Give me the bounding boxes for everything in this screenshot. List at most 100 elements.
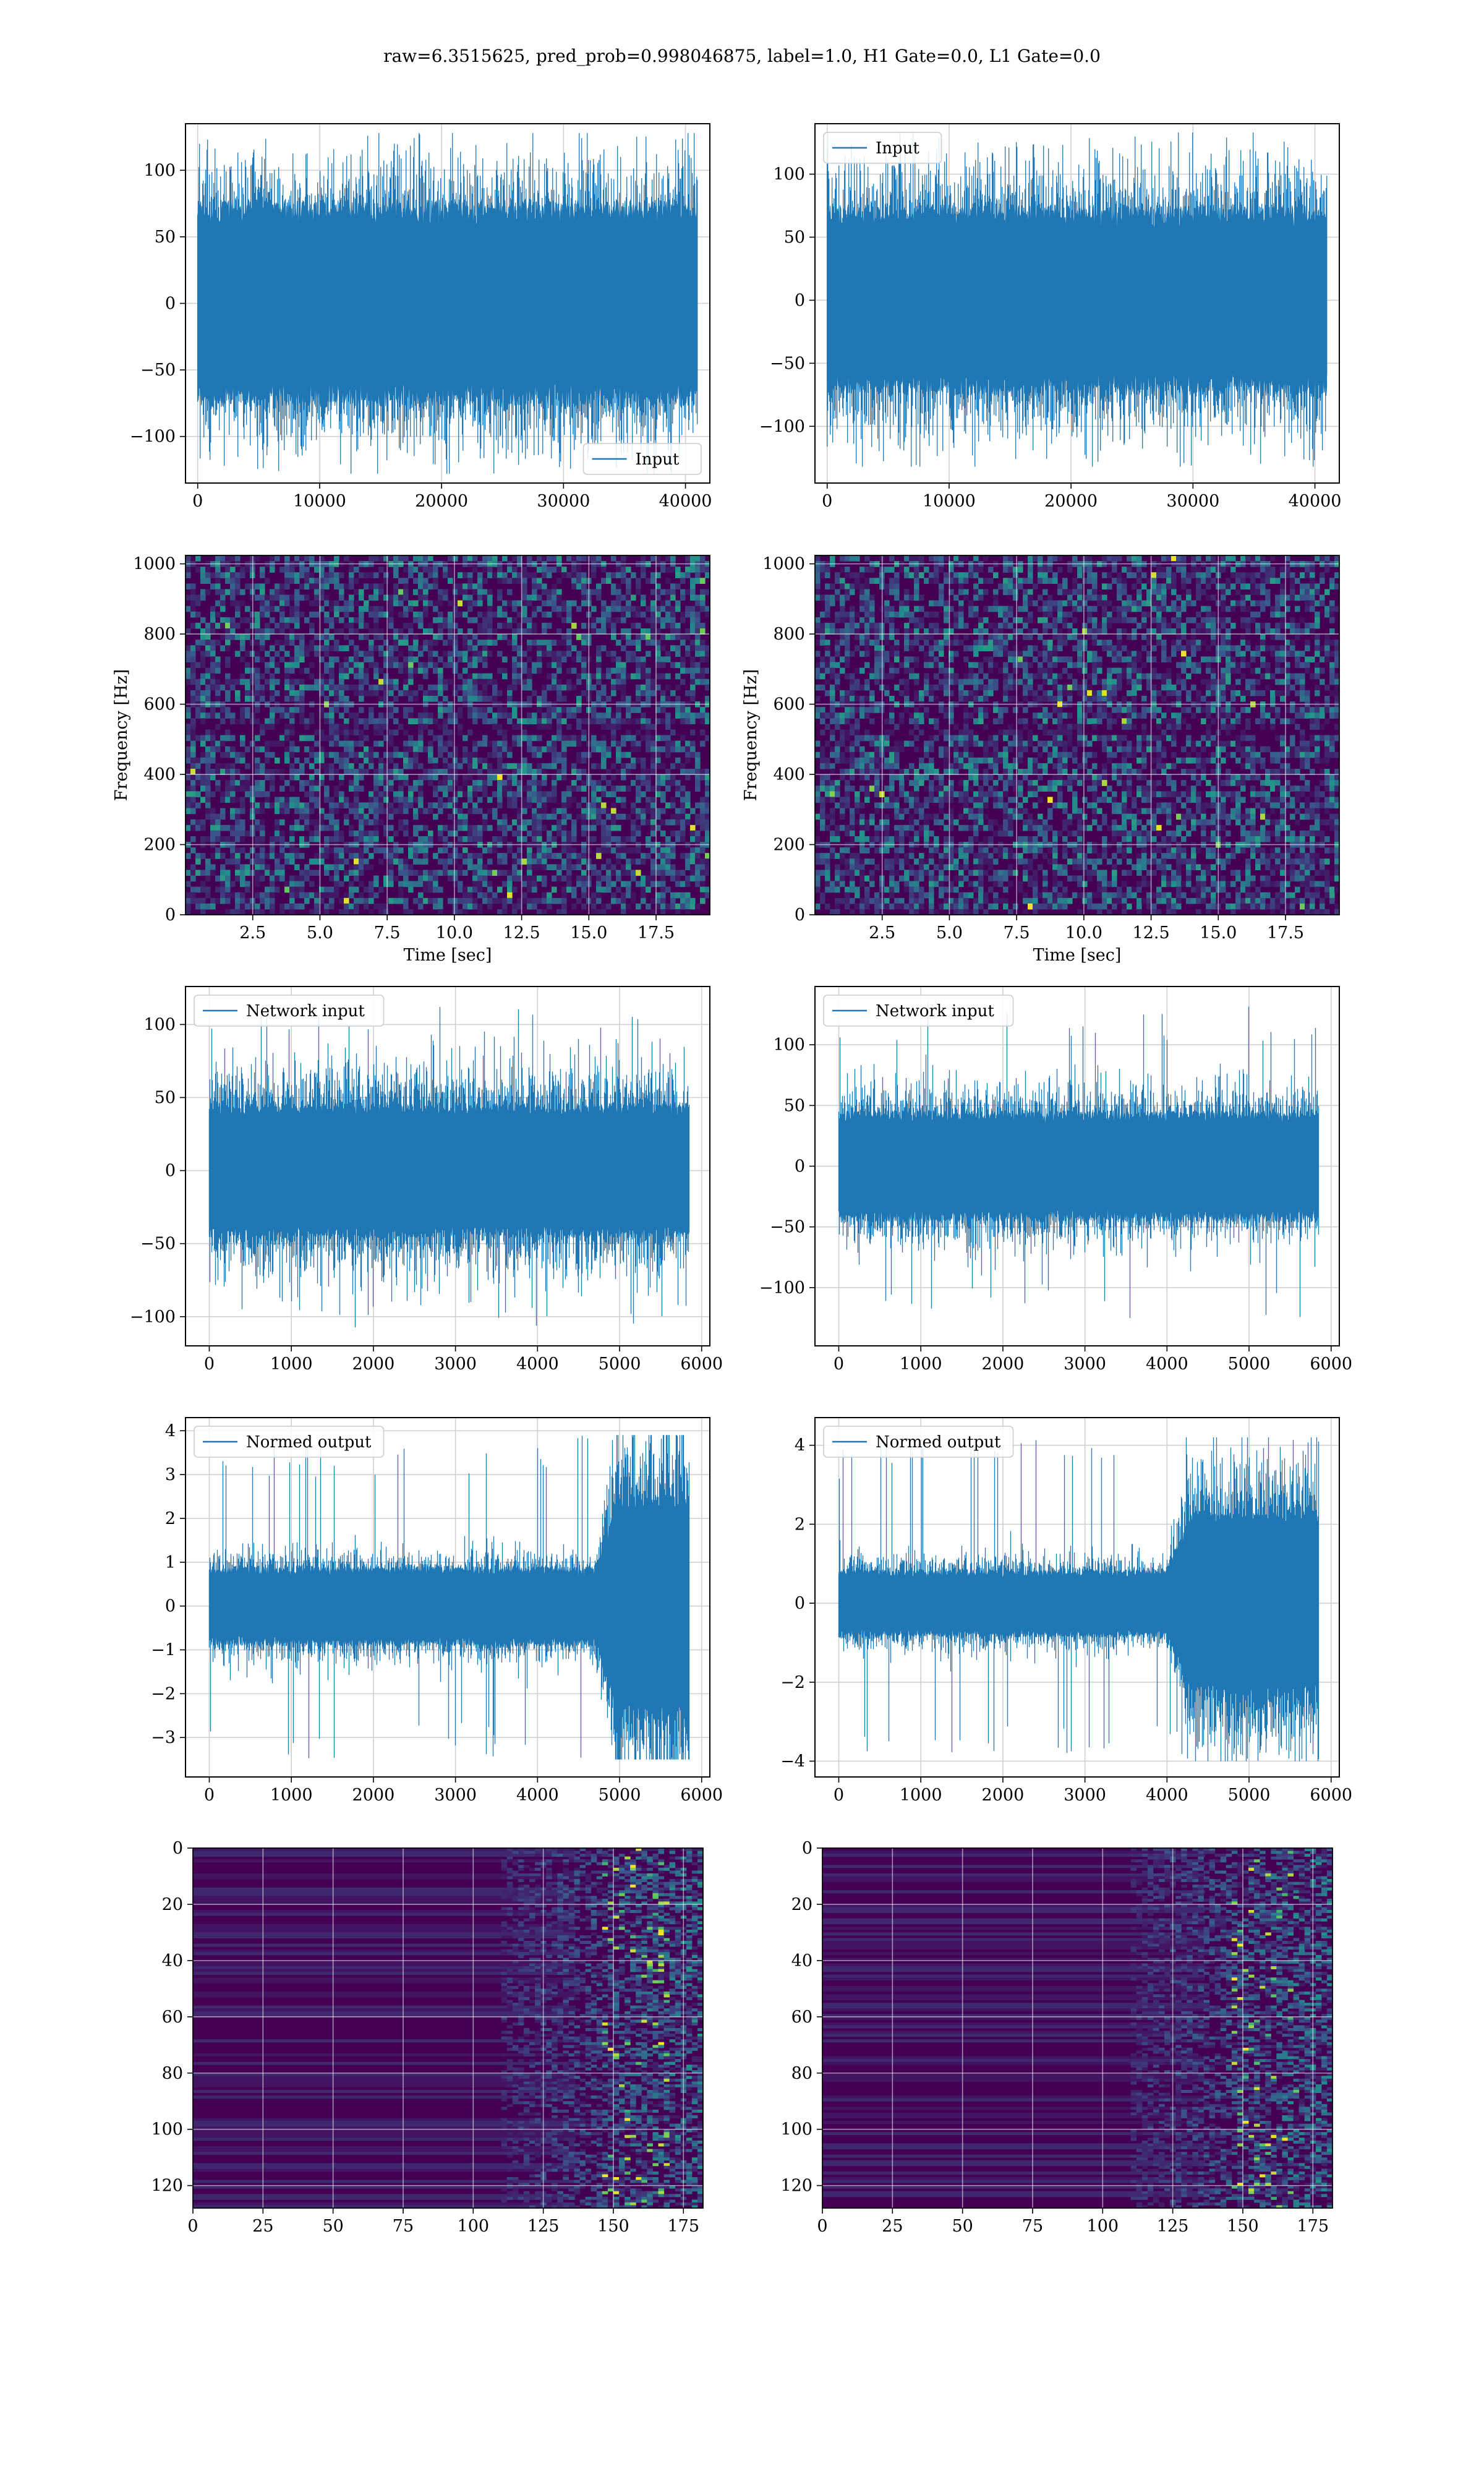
heatmap-cell — [606, 696, 612, 702]
heatmap-cell — [566, 645, 572, 651]
heatmap-cell — [443, 617, 448, 623]
heatmap-cell — [349, 808, 354, 815]
heatmap-cell — [522, 684, 527, 691]
heatmap-cell — [1112, 606, 1117, 612]
heatmap-cell — [403, 690, 409, 696]
heatmap-cell — [487, 651, 493, 657]
heatmap-cell — [448, 802, 453, 809]
heatmap-cell — [329, 662, 335, 669]
heatmap-cell — [309, 718, 315, 724]
heatmap-cell — [240, 740, 245, 747]
heatmap-cell — [413, 763, 419, 769]
heatmap-cell — [265, 797, 270, 803]
heatmap-cell — [1028, 589, 1033, 596]
heatmap-cell — [552, 583, 557, 590]
heatmap-cell — [200, 909, 206, 915]
heatmap-cell — [571, 735, 577, 742]
heatmap-cell — [850, 572, 855, 578]
heatmap-cell — [1003, 617, 1009, 623]
heatmap-cell — [552, 746, 557, 753]
heatmap-cell — [641, 600, 646, 607]
heatmap-cell — [616, 673, 621, 680]
heatmap-cell — [349, 578, 354, 584]
heatmap-cell — [547, 763, 552, 769]
heatmap-cell — [556, 808, 562, 815]
heatmap-cell — [606, 572, 612, 578]
heatmap-cell — [260, 897, 265, 904]
heatmap-cell — [527, 617, 532, 623]
heatmap-cell — [929, 555, 934, 562]
heatmap-cell — [1132, 600, 1137, 607]
heatmap-cell — [611, 572, 616, 578]
heatmap-cell — [621, 696, 626, 702]
heatmap-cell — [284, 572, 290, 578]
heatmap-cell — [581, 572, 587, 578]
heatmap-cell — [591, 684, 597, 691]
heatmap-cell — [373, 836, 379, 842]
heatmap-cell — [552, 875, 557, 882]
heatmap-cell — [949, 622, 954, 629]
heatmap-cell — [378, 606, 384, 612]
heatmap-cell — [284, 600, 290, 607]
heatmap-cell — [354, 870, 359, 876]
heatmap-cell — [561, 735, 567, 742]
heatmap-cell — [205, 645, 211, 651]
heatmap-cell — [1250, 600, 1256, 607]
heatmap-cell — [631, 875, 636, 882]
heatmap-cell — [215, 611, 221, 618]
heatmap-cell — [334, 853, 339, 859]
heatmap-cell — [1324, 606, 1330, 612]
heatmap-cell — [1146, 578, 1152, 584]
heatmap-cell — [200, 696, 206, 702]
heatmap-cell — [591, 836, 597, 842]
heatmap-cell — [631, 594, 636, 601]
heatmap-cell — [398, 785, 404, 792]
heatmap-cell — [388, 813, 394, 820]
heatmap-cell — [230, 751, 236, 758]
heatmap-cell — [304, 875, 310, 882]
heatmap-cell — [265, 853, 270, 859]
heatmap-cell — [275, 622, 280, 629]
heatmap-cell — [1141, 583, 1147, 590]
heatmap-cell — [830, 600, 835, 607]
heatmap-cell — [438, 600, 443, 607]
heatmap-cell — [556, 640, 562, 646]
heatmap-cell — [547, 797, 552, 803]
heatmap-cell — [522, 797, 527, 803]
heatmap-cell — [616, 684, 621, 691]
heatmap-cell — [561, 864, 567, 870]
heatmap-cell — [527, 881, 532, 888]
heatmap-cell — [463, 751, 468, 758]
heatmap-cell — [527, 555, 532, 562]
heatmap-cell — [329, 617, 335, 623]
heatmap-cell — [190, 667, 196, 674]
heatmap-cell — [403, 622, 409, 629]
heatmap-cell — [581, 797, 587, 803]
heatmap-cell — [334, 645, 339, 651]
heatmap-cell — [869, 578, 875, 584]
heatmap-cell — [418, 622, 424, 629]
heatmap-cell — [864, 583, 870, 590]
heatmap-cell — [675, 881, 681, 888]
heatmap-cell — [433, 735, 438, 742]
heatmap-cell — [492, 897, 498, 904]
heatmap-cell — [1072, 617, 1078, 623]
heatmap-cell — [835, 628, 840, 635]
heatmap-cell — [1003, 567, 1009, 573]
heatmap-cell — [680, 763, 686, 769]
heatmap-cell — [487, 824, 493, 831]
heatmap-cell — [894, 583, 900, 590]
heatmap-cell — [418, 774, 424, 781]
heatmap-cell — [240, 819, 245, 826]
heatmap-cell — [260, 791, 265, 797]
heatmap-cell — [359, 836, 364, 842]
heatmap-cell — [700, 651, 706, 657]
heatmap-cell — [329, 656, 335, 663]
heatmap-cell — [398, 886, 404, 893]
heatmap-cell — [438, 808, 443, 815]
heatmap-cell — [270, 881, 275, 888]
heatmap-cell — [344, 696, 349, 702]
heatmap-cell — [512, 617, 518, 623]
heatmap-cell — [279, 797, 285, 803]
heatmap-cell — [919, 572, 924, 578]
